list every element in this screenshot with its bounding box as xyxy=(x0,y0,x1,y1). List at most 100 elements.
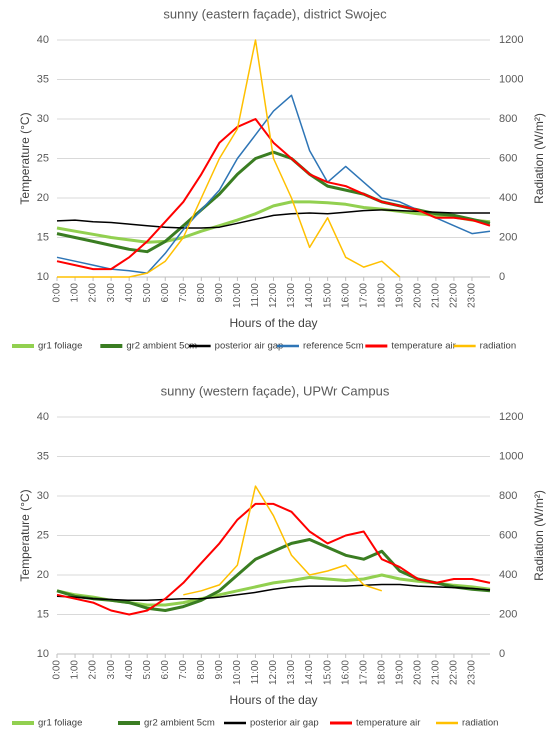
legend-label: gr1 foliage xyxy=(38,718,82,729)
x-tick-label: 14:00 xyxy=(304,660,315,685)
x-tick-label: 12:00 xyxy=(268,283,279,308)
legend-label: radiation xyxy=(462,718,498,729)
x-tick-label: 6:00 xyxy=(160,283,171,303)
series-line xyxy=(56,150,491,254)
x-tick-label: 16:00 xyxy=(340,660,351,685)
x-tick-label: 17:00 xyxy=(358,283,369,308)
x-tick-label: 14:00 xyxy=(304,283,315,308)
x-tick-label: 4:00 xyxy=(124,283,135,303)
x-tick-label: 0:00 xyxy=(52,660,63,680)
y-axis-label: Temperature (°C) xyxy=(18,112,32,204)
y2-tick-label: 600 xyxy=(499,529,517,541)
x-tick-label: 19:00 xyxy=(394,283,405,308)
y2-tick-label: 400 xyxy=(499,192,517,204)
y-tick-label: 25 xyxy=(37,529,49,541)
x-tick-label: 9:00 xyxy=(214,660,225,680)
y2-tick-label: 0 xyxy=(499,648,505,660)
x-tick-label: 18:00 xyxy=(376,660,387,685)
series-line xyxy=(183,485,383,596)
y-tick-label: 40 xyxy=(37,411,49,423)
x-tick-label: 19:00 xyxy=(394,660,405,685)
x-tick-label: 18:00 xyxy=(376,283,387,308)
y2-tick-label: 1000 xyxy=(499,73,523,85)
x-tick-label: 3:00 xyxy=(106,283,117,303)
legend-label: temperature air xyxy=(391,341,455,352)
y-tick-label: 15 xyxy=(37,608,49,620)
x-tick-label: 23:00 xyxy=(467,283,478,308)
x-tick-label: 9:00 xyxy=(214,283,225,303)
legend-label: gr1 foliage xyxy=(38,341,82,352)
y2-tick-label: 1000 xyxy=(499,450,523,462)
y2-tick-label: 0 xyxy=(499,271,505,283)
legend-label: posterior air gap xyxy=(215,341,284,352)
x-tick-label: 12:00 xyxy=(268,660,279,685)
x-tick-label: 22:00 xyxy=(449,660,460,685)
series-line xyxy=(57,39,401,278)
series-line xyxy=(56,209,490,229)
y2-tick-label: 1200 xyxy=(499,411,523,423)
x-tick-label: 5:00 xyxy=(142,660,153,680)
x-tick-label: 1:00 xyxy=(70,660,81,680)
y-tick-label: 20 xyxy=(37,192,49,204)
y2-tick-label: 600 xyxy=(499,152,517,164)
y2-axis-label: Radiation (W/m²) xyxy=(532,113,546,204)
legend-label: temperature air xyxy=(356,718,420,729)
x-tick-label: 21:00 xyxy=(431,283,442,308)
x-tick-label: 5:00 xyxy=(142,283,153,303)
x-tick-label: 20:00 xyxy=(412,660,423,685)
x-tick-label: 13:00 xyxy=(286,283,297,308)
series-line xyxy=(56,583,491,602)
y-tick-label: 30 xyxy=(37,113,49,125)
y-tick-label: 25 xyxy=(37,152,49,164)
y-tick-label: 15 xyxy=(37,231,49,243)
x-tick-label: 15:00 xyxy=(322,283,333,308)
y2-tick-label: 400 xyxy=(499,569,517,581)
legend-label: gr2 ambient 5cm xyxy=(144,718,215,729)
legend-label: posterior air gap xyxy=(250,718,319,729)
y2-tick-label: 200 xyxy=(499,608,517,620)
x-tick-label: 0:00 xyxy=(52,283,63,303)
x-tick-label: 7:00 xyxy=(178,283,189,303)
x-tick-label: 23:00 xyxy=(467,660,478,685)
x-axis-label: Hours of the day xyxy=(229,316,317,330)
x-tick-label: 20:00 xyxy=(412,283,423,308)
series-line xyxy=(56,200,491,244)
x-tick-label: 8:00 xyxy=(196,660,207,680)
x-tick-label: 11:00 xyxy=(250,283,261,308)
x-tick-label: 2:00 xyxy=(88,283,99,303)
legend-label: gr2 ambient 5cm xyxy=(126,341,197,352)
series-line xyxy=(56,502,491,616)
y-tick-label: 10 xyxy=(37,271,49,283)
x-tick-label: 6:00 xyxy=(160,660,171,680)
x-tick-label: 1:00 xyxy=(70,283,81,303)
y-tick-label: 35 xyxy=(37,450,49,462)
y2-axis-label: Radiation (W/m²) xyxy=(532,490,546,581)
x-tick-label: 16:00 xyxy=(340,283,351,308)
x-axis-label: Hours of the day xyxy=(229,693,317,707)
y-tick-label: 30 xyxy=(37,490,49,502)
x-tick-label: 15:00 xyxy=(322,660,333,685)
x-tick-label: 11:00 xyxy=(250,660,261,685)
x-tick-label: 10:00 xyxy=(232,660,243,685)
x-tick-label: 22:00 xyxy=(449,283,460,308)
x-tick-label: 10:00 xyxy=(232,283,243,308)
y2-tick-label: 800 xyxy=(499,490,517,502)
x-tick-label: 8:00 xyxy=(196,283,207,303)
y-axis-label: Temperature (°C) xyxy=(18,489,32,581)
x-tick-label: 7:00 xyxy=(178,660,189,680)
x-tick-label: 17:00 xyxy=(358,660,369,685)
y2-tick-label: 1200 xyxy=(499,34,523,46)
y-tick-label: 10 xyxy=(37,648,49,660)
y2-tick-label: 200 xyxy=(499,231,517,243)
x-tick-label: 3:00 xyxy=(106,660,117,680)
y-tick-label: 20 xyxy=(37,569,49,581)
legend-label: radiation xyxy=(480,341,516,352)
x-tick-label: 2:00 xyxy=(88,660,99,680)
y2-tick-label: 800 xyxy=(499,113,517,125)
y-tick-label: 40 xyxy=(37,34,49,46)
x-tick-label: 13:00 xyxy=(286,660,297,685)
legend-label: reference 5cm xyxy=(303,341,364,352)
x-tick-label: 21:00 xyxy=(431,660,442,685)
x-tick-label: 4:00 xyxy=(124,660,135,680)
